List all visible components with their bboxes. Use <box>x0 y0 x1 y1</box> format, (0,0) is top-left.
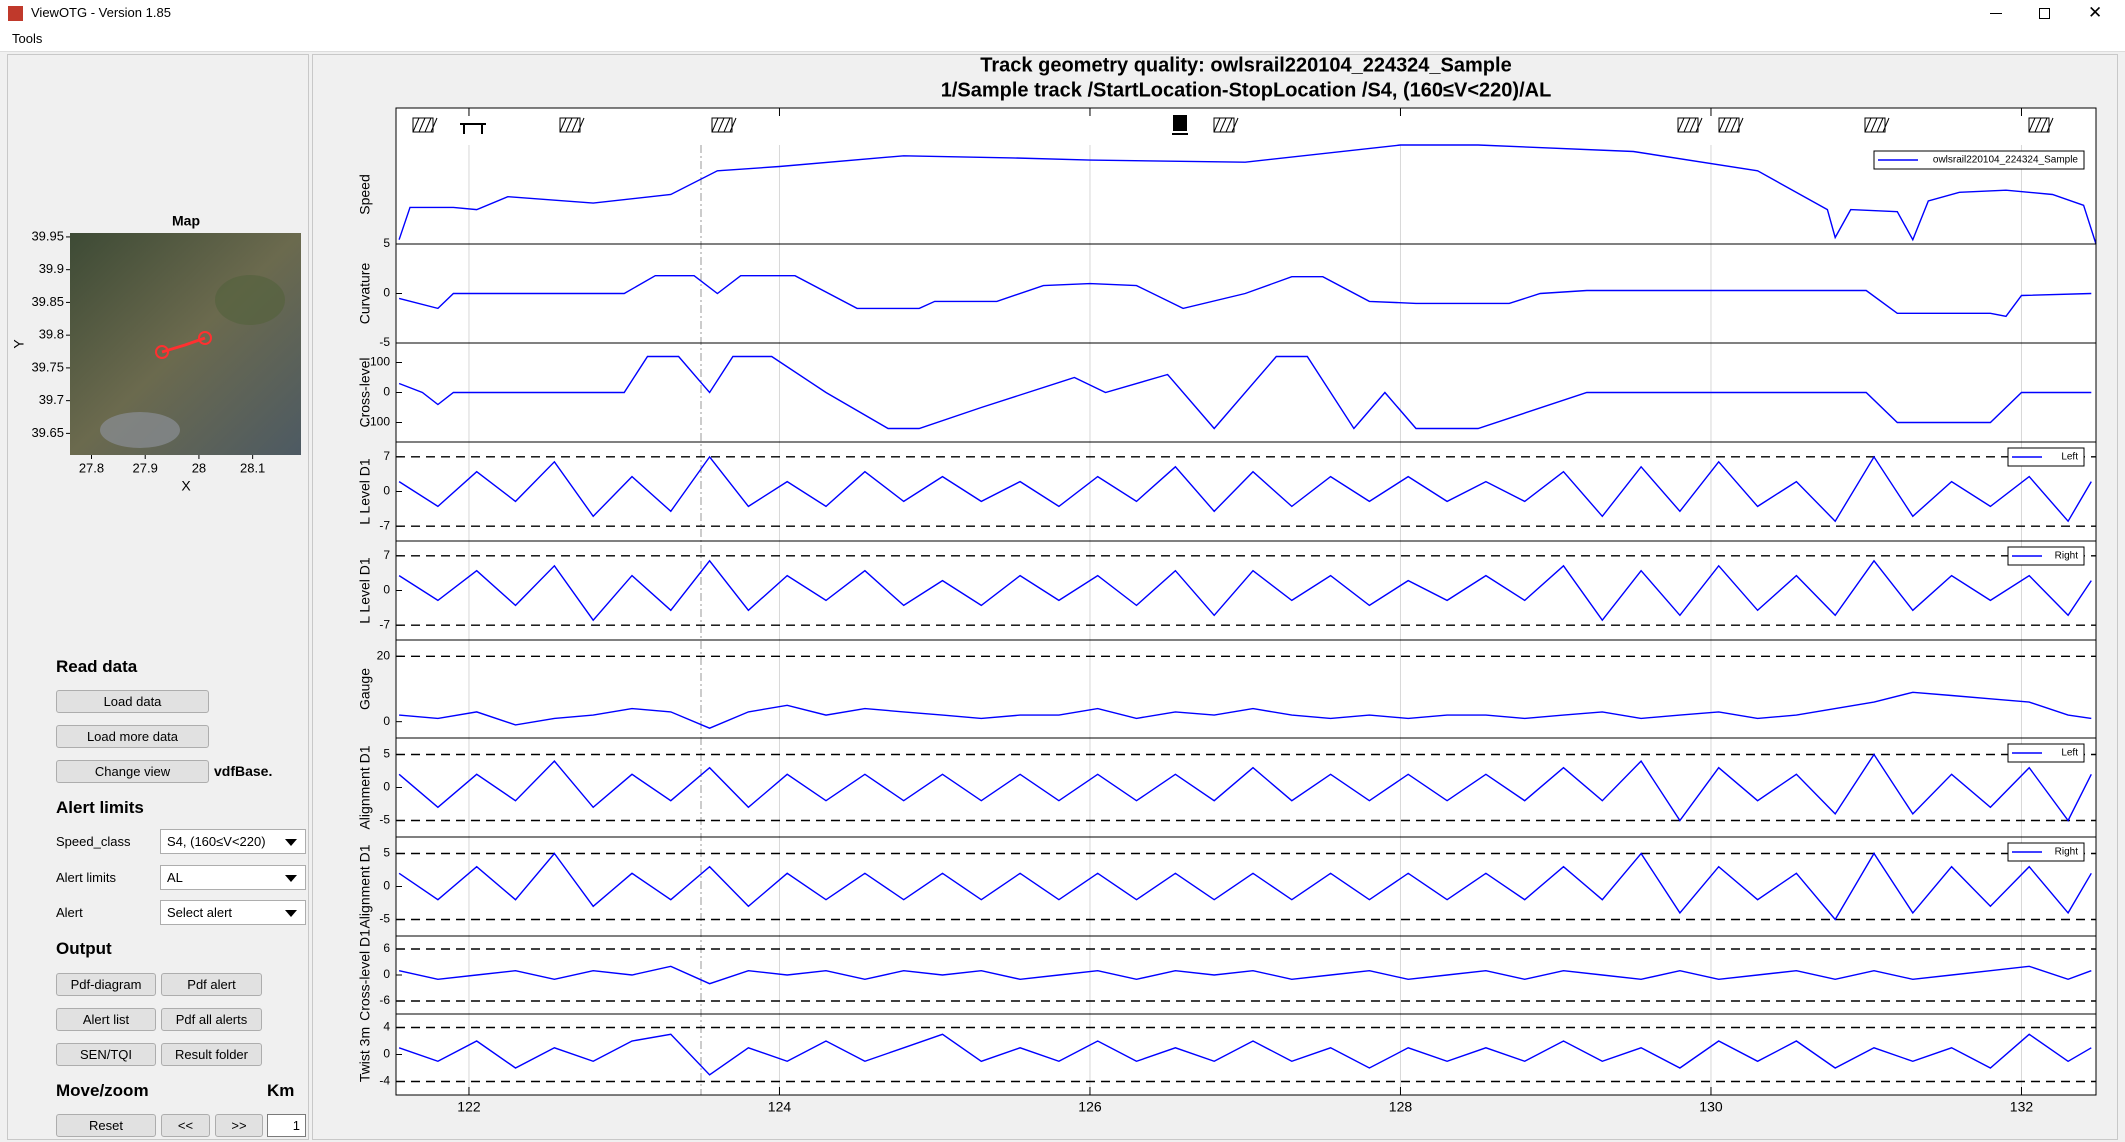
step-input[interactable]: 1 <box>267 1114 306 1137</box>
map-y-tick-label: 39.65 <box>31 425 64 440</box>
y-tick-label: 0 <box>383 714 390 728</box>
y-axis-label: Cross-level D1 <box>357 929 373 1021</box>
y-tick-label: 5 <box>383 846 390 860</box>
load-data-button[interactable]: Load data <box>56 690 209 713</box>
field-label: Speed_class <box>56 834 130 849</box>
x-tick-label: 122 <box>457 1099 481 1115</box>
map-x-tick-label: 28.1 <box>240 460 265 475</box>
y-tick-label: 5 <box>383 236 390 250</box>
y-axis-label: L Level D1 <box>357 458 373 525</box>
unit-label: Km <box>267 1081 294 1101</box>
y-tick-label: 7 <box>383 548 390 562</box>
y-tick-label: -7 <box>379 617 390 631</box>
load-more-button[interactable]: Load more data <box>56 725 209 748</box>
app: ViewOTG - Version 1.85 ✕ Tools Track geo… <box>0 0 2125 1142</box>
y-tick-label: -5 <box>379 813 390 827</box>
forward-button[interactable]: >> <box>215 1114 263 1137</box>
y-tick-label: 4 <box>383 1020 390 1034</box>
y-tick-label: -6 <box>379 993 390 1007</box>
y-tick-label: 6 <box>383 941 390 955</box>
y-tick-label: 0 <box>383 385 390 399</box>
section-heading: Output <box>56 939 112 959</box>
y-axis-label: L Level D1 <box>357 557 373 624</box>
sen-tqi-button[interactable]: SEN/TQI <box>56 1043 156 1066</box>
map: Map X Y 27.8 27.9 28 28.1 39.95 39.9 39.85 39.8… <box>11 213 301 494</box>
y-tick-label: 7 <box>383 449 390 463</box>
pdf-all-alerts-button[interactable]: Pdf all alerts <box>161 1008 262 1031</box>
y-axis-label: Alignment D1 <box>357 844 373 928</box>
map-y-tick-label: 39.9 <box>39 261 64 276</box>
y-axis-label: Gauge <box>357 668 373 710</box>
back-button[interactable]: << <box>161 1114 210 1137</box>
y-axis-label: Speed <box>357 174 373 214</box>
view-file: vdfBase. <box>214 763 272 779</box>
map-x-tick-label: 28 <box>192 460 206 475</box>
x-tick-label: 132 <box>2010 1099 2034 1115</box>
pdf-alert-button[interactable]: Pdf alert <box>161 973 262 996</box>
map-y-tick-label: 39.85 <box>31 294 64 309</box>
y-tick-label: -7 <box>379 518 390 532</box>
legend-label: Right <box>2055 847 2079 858</box>
map-y-tick-label: 39.8 <box>39 327 64 342</box>
pdf-diagram-button[interactable]: Pdf-diagram <box>56 973 156 996</box>
legend: Left <box>2008 448 2084 466</box>
alert-list-button[interactable]: Alert list <box>56 1008 156 1031</box>
map-title: Map <box>172 213 200 229</box>
alert-limits-dropdown[interactable]: AL <box>160 865 306 890</box>
y-axis-label: Curvature <box>357 263 373 325</box>
legend-label: Right <box>2055 551 2079 562</box>
y-tick-label: -5 <box>379 335 390 349</box>
x-tick-label: 124 <box>768 1099 792 1115</box>
map-xlabel: X <box>181 478 191 494</box>
legend: Left <box>2008 744 2084 762</box>
legend-label: owlsrail220104_224324_Sample <box>1933 155 2079 166</box>
y-tick-label: 100 <box>370 355 390 369</box>
y-tick-label: -4 <box>379 1074 390 1088</box>
map-x-tick-label: 27.9 <box>133 460 158 475</box>
y-tick-label: 5 <box>383 747 390 761</box>
y-axis-label: Cross-level <box>357 357 373 427</box>
section-heading: Read data <box>56 657 137 677</box>
map-y-tick-label: 39.7 <box>39 392 64 407</box>
map-ylabel: Y <box>11 339 27 349</box>
map-terrain <box>215 275 285 325</box>
change-view-button[interactable]: Change view <box>56 760 209 783</box>
y-tick-label: 0 <box>383 1047 390 1061</box>
y-axis-label: Twist 3m <box>357 1027 373 1082</box>
legend-label: Left <box>2061 748 2078 759</box>
section-heading: Alert limits <box>56 798 144 818</box>
y-axis-label: Alignment D1 <box>357 745 373 829</box>
legend: owlsrail220104_224324_Sample <box>1874 151 2084 169</box>
y-tick-label: 0 <box>383 583 390 597</box>
field-label: Alert limits <box>56 870 116 885</box>
x-tick-label: 126 <box>1078 1099 1102 1115</box>
plot-background <box>396 108 2096 1095</box>
map-city <box>100 412 180 448</box>
alert-dropdown[interactable]: Select alert <box>160 900 306 925</box>
x-tick-label: 130 <box>1699 1099 1723 1115</box>
map-x-tick-label: 27.8 <box>79 460 104 475</box>
figure: Track geometry quality: owlsrail220104_2… <box>0 0 2125 1142</box>
y-tick-label: 0 <box>383 780 390 794</box>
section-heading: Move/zoom <box>56 1081 149 1101</box>
y-tick-label: 0 <box>383 879 390 893</box>
y-tick-label: 0 <box>383 967 390 981</box>
field-label: Alert <box>56 905 83 920</box>
map-y-tick-label: 39.75 <box>31 359 64 374</box>
legend: Right <box>2008 843 2084 861</box>
y-tick-label: 20 <box>377 649 391 663</box>
plot-title: Track geometry quality: owlsrail220104_2… <box>980 54 1511 76</box>
map-y-tick-label: 39.95 <box>31 228 64 243</box>
plot-subtitle: 1/Sample track /StartLocation-StopLocati… <box>941 79 1552 101</box>
y-tick-label: -5 <box>379 912 390 926</box>
speed-class-dropdown[interactable]: S4, (160≤V<220) <box>160 829 306 854</box>
reset-button[interactable]: Reset <box>56 1114 156 1137</box>
y-tick-label: 0 <box>383 484 390 498</box>
result-folder-button[interactable]: Result folder <box>161 1043 262 1066</box>
legend: Right <box>2008 547 2084 565</box>
legend-label: Left <box>2061 452 2078 463</box>
y-tick-label: 0 <box>383 286 390 300</box>
x-tick-label: 128 <box>1389 1099 1413 1115</box>
